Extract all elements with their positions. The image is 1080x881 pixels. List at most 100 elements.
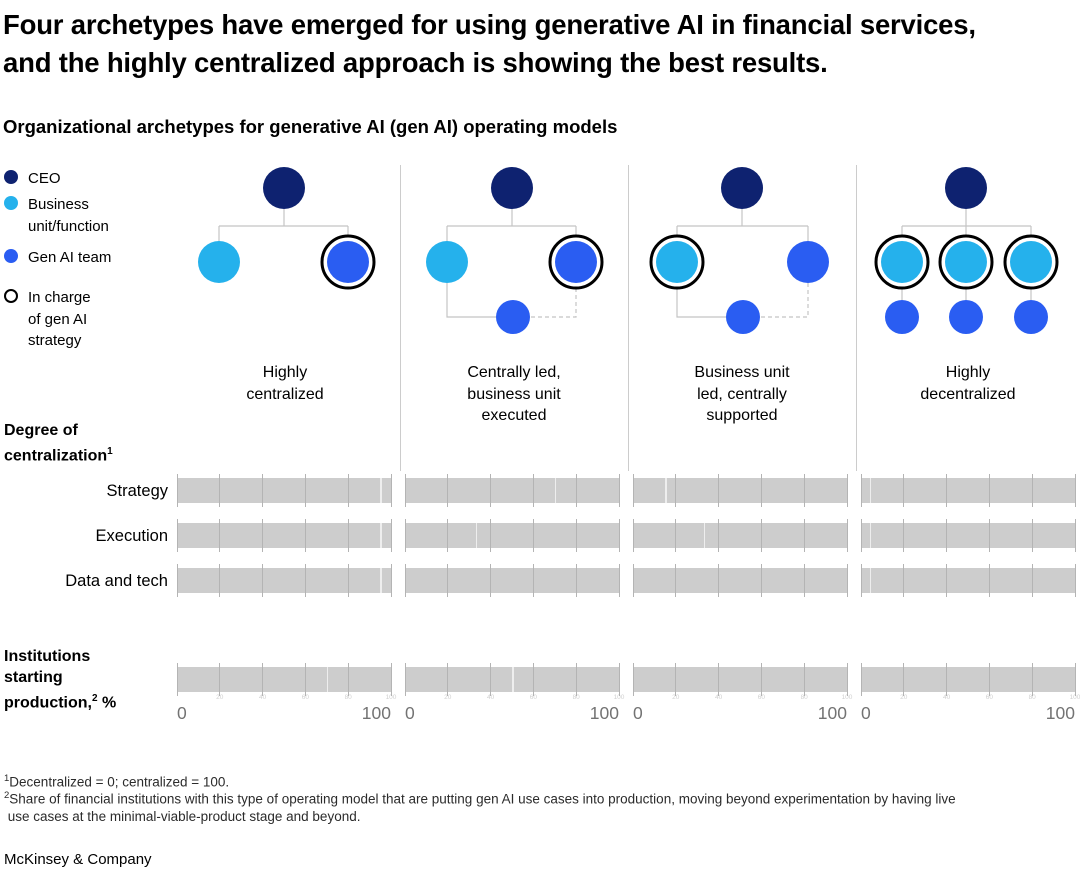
bar-tick	[1031, 519, 1033, 552]
bar-marker	[869, 523, 872, 548]
bar-datatech-col3	[632, 564, 848, 597]
genai-team-node-small	[1014, 300, 1048, 334]
footnote-text: Share of financial institutions with thi…	[7, 791, 956, 825]
bar-tick	[618, 564, 620, 597]
faint-axis-labels: 20 40 60 80 100	[633, 694, 852, 702]
bar-tick	[490, 564, 492, 597]
footnote-sup: 2	[4, 790, 10, 801]
bar-strategy-col1	[176, 474, 392, 507]
genai-team-node	[327, 241, 369, 283]
axis-min-label: 0	[177, 703, 187, 723]
bar-tick	[846, 474, 848, 507]
bar-tick	[675, 564, 677, 597]
axis-min-label: 0	[633, 703, 643, 723]
bar-tick	[404, 564, 406, 597]
genai-team-node-small	[949, 300, 983, 334]
legend-item-ceo: CEO	[4, 168, 61, 190]
bar-tick	[1074, 474, 1076, 507]
legend-label: In charge of gen AI strategy	[28, 289, 91, 349]
legend-label: Business unit/function	[28, 196, 109, 235]
chart-subtitle: Organizational archetypes for generative…	[3, 116, 618, 137]
bar-tick	[490, 474, 492, 507]
faint-tick-label: 60	[757, 694, 766, 701]
bar-tick	[618, 519, 620, 552]
bar-strategy-col3	[632, 474, 848, 507]
bar-tick	[262, 564, 264, 597]
bar-tick	[447, 519, 449, 552]
section-degree-label: Degree of centralization1	[4, 420, 113, 466]
bar-tick	[632, 474, 634, 507]
bar-tick	[618, 663, 620, 696]
bar-tick	[632, 663, 634, 696]
bar-strategy-col4	[860, 474, 1076, 507]
bar-tick	[803, 663, 805, 696]
faint-tick-label: 60	[301, 694, 310, 701]
bar-tick	[262, 519, 264, 552]
bar-tick	[575, 474, 577, 507]
bar-tick	[718, 519, 720, 552]
bar-tick	[675, 663, 677, 696]
faint-tick-label: 80	[800, 694, 808, 701]
bar-tick	[988, 474, 990, 507]
footnote-text: Decentralized = 0; centralized = 100.	[9, 774, 230, 790]
bar-tick	[532, 519, 534, 552]
page-title: Four archetypes have emerged for using g…	[3, 9, 976, 78]
mckinsey-wordmark: McKinsey & Company	[4, 851, 152, 868]
bar-tick	[490, 519, 492, 552]
bar-marker	[665, 478, 667, 503]
row-label-execution: Execution	[95, 527, 168, 545]
bar-tick	[304, 564, 306, 597]
business-unit-node	[426, 241, 468, 283]
genai-team-node-small	[726, 300, 760, 334]
bar-tick	[532, 663, 534, 696]
connector-line	[446, 283, 496, 318]
bar-execution-col1	[176, 519, 392, 552]
bar-datatech-col2	[404, 564, 620, 597]
connector-lines	[218, 209, 1032, 318]
footnote-ref: 2	[91, 693, 98, 704]
business-unit-node	[945, 241, 987, 283]
bar-tick	[262, 474, 264, 507]
bar-production-col4	[860, 663, 1076, 696]
bar-tick	[575, 564, 577, 597]
bar-tick	[803, 474, 805, 507]
faint-tick-label: 20	[900, 694, 908, 701]
bar-tick	[447, 564, 449, 597]
bar-tick	[304, 663, 306, 696]
bar-tick	[219, 474, 221, 507]
section-degree-text: Degree of centralization	[4, 422, 108, 465]
archetype-title: Business unit led, centrally supported	[694, 364, 790, 424]
footnote-2: 2Share of financial institutions with th…	[4, 787, 1076, 826]
bar-tick	[846, 663, 848, 696]
bar-tick	[390, 474, 392, 507]
bar-strategy-col2	[404, 474, 620, 507]
faint-axis-labels: 20 40 60 80 100	[177, 694, 396, 702]
bar-tick	[946, 564, 948, 597]
bar-tick	[404, 519, 406, 552]
bar-tick	[404, 663, 406, 696]
bar-tick	[1031, 474, 1033, 507]
bar-tick	[903, 474, 905, 507]
bar-tick	[946, 474, 948, 507]
bar-tick	[176, 519, 178, 552]
genai-team-dot-icon	[4, 249, 18, 263]
bar-tick	[532, 474, 534, 507]
faint-tick-label: 40	[258, 694, 267, 701]
bar-tick	[390, 663, 392, 696]
connector-line-dashed	[530, 288, 577, 318]
bar-tick	[1074, 564, 1076, 597]
axis-max-label: 100	[1045, 703, 1075, 723]
bar-tick	[176, 564, 178, 597]
faint-axis-labels: 20 40 60 80 100	[861, 694, 1080, 702]
bar-tick	[390, 519, 392, 552]
faint-tick-label: 40	[942, 694, 951, 701]
bar-tick	[1031, 663, 1033, 696]
legend-item-genai-team: Gen AI team	[4, 247, 111, 269]
faint-tick-label: 20	[444, 694, 452, 701]
bar-tick	[219, 519, 221, 552]
bar-execution-col2	[404, 519, 620, 552]
ceo-node	[945, 167, 987, 209]
axis-labels: 0 100	[177, 703, 391, 724]
bar-tick	[390, 564, 392, 597]
archetype-title: Centrally led, business unit executed	[467, 364, 561, 424]
